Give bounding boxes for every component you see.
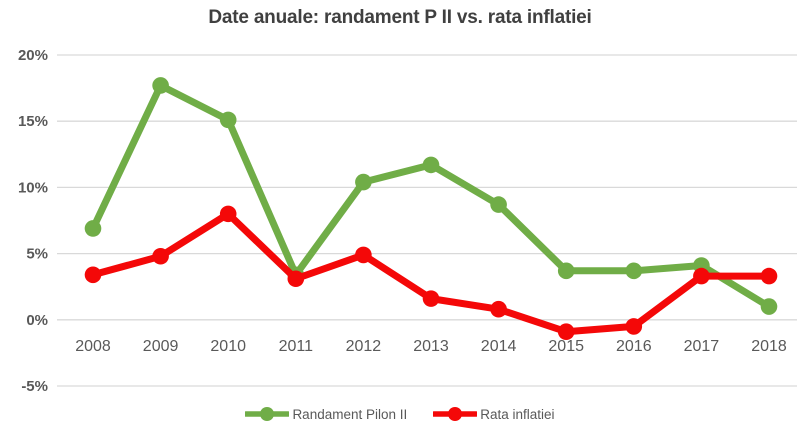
data-point-rata-inflatiei	[84, 266, 102, 284]
data-point-rata-inflatiei	[760, 267, 778, 285]
data-point-randament-pilon-ii	[355, 173, 372, 191]
x-axis-tick-label: 2013	[413, 338, 449, 355]
data-point-rata-inflatiei	[490, 300, 507, 318]
plot-area: 20% 15% 10% 5% 0% -5% 2008 2009 2010 2011 2012 2013…	[18, 47, 797, 395]
data-point-rata-inflatiei	[422, 290, 440, 307]
series-line-randament-pilon-ii	[89, 81, 773, 311]
x-axis-tick-label: 2010	[210, 338, 246, 355]
data-point-rata-inflatiei	[693, 267, 710, 285]
data-point-randament-pilon-ii	[490, 196, 507, 213]
legend-item-randament-pilon-ii: Randament Pilon II	[245, 406, 407, 422]
data-point-randament-pilon-ii	[760, 298, 778, 315]
x-axis-tick-label: 2014	[481, 338, 517, 355]
y-axis-tick-label: 5%	[26, 246, 48, 263]
legend-line-marker-icon	[433, 407, 478, 421]
x-axis-tick-label: 2018	[751, 338, 787, 355]
data-point-rata-inflatiei	[287, 270, 305, 288]
x-axis-tick-label: 2017	[684, 338, 720, 355]
data-point-rata-inflatiei	[557, 323, 575, 341]
legend-label: Rata inflatiei	[480, 406, 555, 422]
series-line-rata-inflatiei	[89, 210, 773, 336]
data-point-randament-pilon-ii	[219, 111, 237, 129]
data-point-rata-inflatiei	[355, 246, 372, 264]
data-point-randament-pilon-ii	[422, 156, 440, 174]
legend-line-marker-icon	[245, 407, 290, 421]
x-axis-tick-label: 2015	[548, 338, 584, 355]
data-point-rata-inflatiei	[152, 247, 169, 265]
y-axis-tick-label: 20%	[18, 47, 48, 64]
data-point-rata-inflatiei	[625, 318, 643, 335]
x-axis-tick-label: 2012	[346, 338, 382, 355]
data-point-randament-pilon-ii	[152, 77, 169, 94]
y-axis-tick-label: -5%	[21, 378, 48, 395]
legend-label: Randament Pilon II	[292, 406, 408, 422]
data-point-randament-pilon-ii	[84, 220, 102, 237]
x-axis-tick-label: 2016	[616, 338, 652, 355]
data-point-randament-pilon-ii	[557, 262, 575, 280]
y-axis-tick-label: 15%	[18, 113, 48, 130]
chart-title: Date anuale: randament P II vs. rata inf…	[208, 7, 592, 28]
x-axis-tick-label: 2008	[75, 338, 111, 355]
y-axis-tick-label: 0%	[26, 312, 48, 329]
x-axis-tick-label: 2011	[279, 338, 314, 355]
x-axis-tick-label: 2009	[143, 338, 179, 355]
data-point-rata-inflatiei	[219, 205, 237, 223]
legend: Randament Pilon II Rata inflatiei	[0, 406, 800, 422]
y-axis-tick-label: 10%	[18, 179, 48, 196]
data-point-randament-pilon-ii	[625, 262, 643, 280]
legend-item-rata-inflatiei: Rata inflatiei	[433, 406, 555, 422]
